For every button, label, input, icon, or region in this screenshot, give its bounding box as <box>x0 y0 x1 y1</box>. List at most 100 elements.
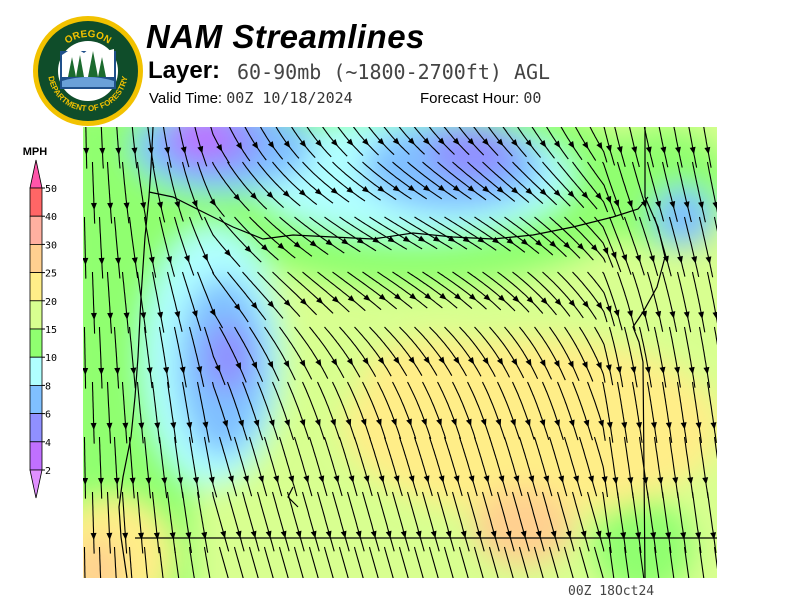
streamline-arrowhead <box>688 366 695 375</box>
streamline <box>256 381 279 441</box>
streamline <box>698 326 711 388</box>
streamline <box>593 546 604 578</box>
streamline-arrowhead <box>483 475 490 483</box>
streamline-arrowhead <box>650 532 657 540</box>
wind-speed-shading <box>83 127 717 578</box>
streamline <box>203 546 211 578</box>
streamline <box>368 436 388 497</box>
streamline-arrowhead <box>283 360 290 368</box>
streamline <box>317 271 366 312</box>
streamline-arrowhead <box>423 184 431 192</box>
streamline <box>249 216 296 259</box>
streamline <box>166 271 183 332</box>
streamline <box>691 491 702 554</box>
streamline-arrowhead <box>277 242 285 250</box>
streamline <box>173 436 184 499</box>
streamline <box>354 216 408 250</box>
streamline <box>173 216 195 276</box>
streamline-arrowhead <box>480 418 487 427</box>
legend-band <box>29 441 43 471</box>
streamline <box>211 271 249 323</box>
streamline-arrowhead <box>113 477 120 485</box>
streamline-arrowhead <box>553 140 561 149</box>
streamline-arrowhead <box>340 530 347 539</box>
streamline <box>272 161 318 206</box>
streamline-arrowhead <box>636 422 643 430</box>
streamline <box>233 546 244 578</box>
legend-band <box>29 244 43 274</box>
streamline-arrowhead <box>214 364 221 373</box>
streamline-arrowhead <box>243 475 249 484</box>
streamline <box>407 271 458 309</box>
streamline-arrowhead <box>492 236 500 244</box>
legend-band <box>29 384 43 414</box>
streamline-arrowhead <box>400 530 407 539</box>
streamline-arrowhead <box>299 419 306 427</box>
streamline-arrowhead <box>392 185 401 192</box>
streamline-arrowhead <box>325 239 334 246</box>
streamline <box>264 326 296 381</box>
streamline <box>398 546 409 578</box>
streamline <box>143 326 153 389</box>
streamline-arrowhead <box>498 475 505 483</box>
streamline <box>706 491 717 554</box>
streamline <box>503 436 523 497</box>
legend-tick-label: 6 <box>45 410 51 421</box>
streamline <box>452 381 476 440</box>
streamline <box>106 271 112 334</box>
streamline-arrowhead <box>341 238 349 245</box>
streamline-arrowhead <box>520 238 529 246</box>
streamline <box>586 491 605 552</box>
streamline-arrowhead <box>201 531 208 540</box>
streamline-arrowhead <box>655 310 662 319</box>
streamline-arrowhead <box>691 256 698 264</box>
streamline-arrowhead <box>627 477 634 485</box>
streamline <box>346 381 371 440</box>
streamline <box>249 326 280 382</box>
streamline-arrowhead <box>621 254 628 262</box>
streamline-arrowhead <box>631 146 638 154</box>
streamline <box>302 161 350 203</box>
streamline-arrowhead <box>712 201 717 210</box>
streamline-arrowhead <box>409 293 417 300</box>
streamline-arrowhead <box>495 418 502 427</box>
streamline-arrowhead <box>605 364 612 372</box>
streamline <box>444 216 497 251</box>
streamline-arrowhead <box>677 255 683 264</box>
streamline <box>668 216 686 277</box>
streamline-arrowhead <box>506 237 515 245</box>
streamline-arrowhead <box>145 477 152 485</box>
streamline <box>574 127 597 161</box>
streamline <box>143 216 157 278</box>
streamline-arrowhead <box>695 422 702 430</box>
streamline-arrowhead <box>377 357 385 365</box>
streamline <box>482 271 530 313</box>
streamline <box>278 546 289 578</box>
streamline-arrowhead <box>680 422 687 430</box>
streamline-arrowhead <box>267 141 275 149</box>
streamline-arrowhead <box>377 185 385 192</box>
streamline <box>428 436 448 497</box>
streamline-arrowhead <box>620 532 627 540</box>
streamline <box>623 546 630 578</box>
streamline <box>560 127 583 161</box>
streamline <box>158 216 176 277</box>
streamline-arrowhead <box>482 357 489 365</box>
streamline-arrowhead <box>224 249 232 257</box>
streamline <box>563 546 574 578</box>
streamline <box>353 436 373 497</box>
streamline-arrowhead <box>642 477 649 485</box>
streamline-arrowhead <box>650 422 657 430</box>
streamline <box>85 127 88 169</box>
streamline <box>601 381 614 443</box>
streamline <box>487 127 513 157</box>
streamline <box>564 326 594 382</box>
streamline <box>279 326 313 380</box>
streamline-arrowhead <box>318 475 325 483</box>
streamline-arrowhead <box>465 418 472 427</box>
streamline-arrowhead <box>421 418 427 427</box>
streamline-arrowhead <box>170 422 177 430</box>
streamline-arrowhead <box>605 532 612 540</box>
streamline <box>549 326 580 382</box>
streamline-arrowhead <box>402 235 411 242</box>
